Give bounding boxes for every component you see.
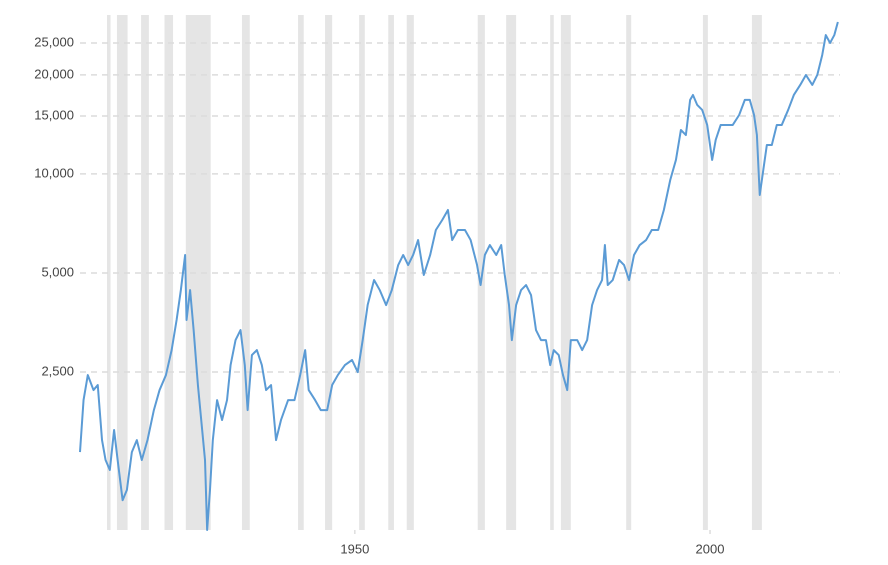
recession-band — [550, 15, 554, 530]
recession-band — [106, 15, 111, 530]
y-tick-label: 2,500 — [41, 363, 74, 378]
y-tick-label: 5,000 — [41, 264, 74, 279]
y-tick-label: 10,000 — [34, 165, 74, 180]
recession-band — [325, 15, 333, 530]
y-tick-label: 20,000 — [34, 66, 74, 81]
x-tick-label: 2000 — [696, 541, 725, 556]
x-tick-label: 1950 — [340, 541, 369, 556]
recession-band — [702, 15, 708, 530]
recession-band — [141, 15, 149, 530]
data-line — [79, 21, 839, 531]
recession-band — [116, 15, 128, 530]
recession-band — [626, 15, 632, 530]
y-tick-label: 25,000 — [34, 34, 74, 49]
y-tick-label: 15,000 — [34, 107, 74, 122]
recession-band — [359, 15, 365, 530]
